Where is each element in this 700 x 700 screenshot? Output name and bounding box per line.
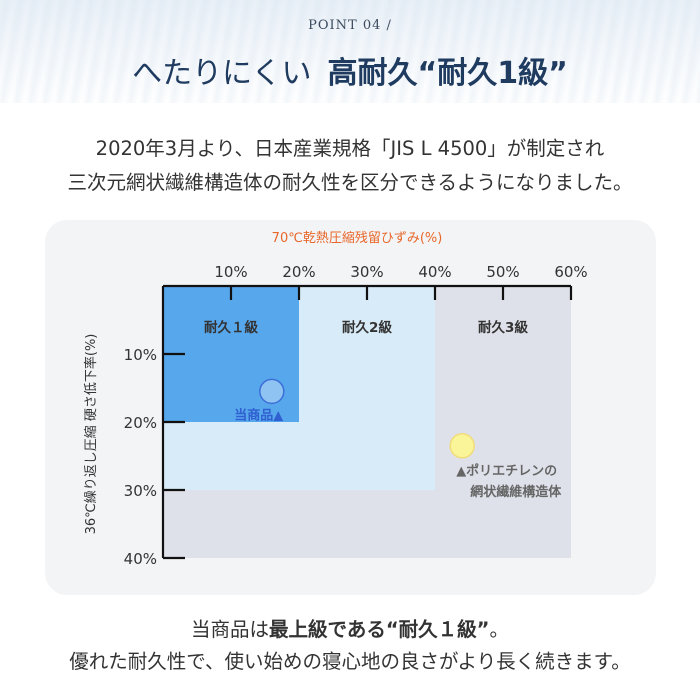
x-tick-label: 30% xyxy=(350,263,383,281)
point-label: 当商品▲ xyxy=(234,407,283,423)
grade-label: 耐久3級 xyxy=(478,319,528,336)
conclusion-line-2: 優れた耐久性で、使い始めの寝心地の良さがより長く続きます。 xyxy=(69,650,631,673)
conclusion-bold: 最上級である“耐久１級” xyxy=(269,618,490,641)
x-tick-label: 40% xyxy=(418,263,451,281)
y-tick-label: 30% xyxy=(124,482,157,500)
conclusion-line-1: 当商品は最上級である“耐久１級”。 xyxy=(0,614,700,646)
x-tick-label: 60% xyxy=(554,263,587,281)
intro-text: 2020年3月より、日本産業規格「JIS L 4500」が制定され 三次元網状繊… xyxy=(0,132,700,200)
header-banner: POINT 04 / へたりにくい 高耐久“耐久1級” xyxy=(0,0,700,103)
intro-line-2: 三次元網状繊維構造体の耐久性を区分できるようになりました。 xyxy=(67,171,633,194)
point-label: ▲ポリエチレンの xyxy=(456,463,557,479)
intro-line-1: 2020年3月より、日本産業規格「JIS L 4500」が制定され xyxy=(95,137,605,160)
data-point xyxy=(449,433,475,459)
x-tick-label: 20% xyxy=(282,263,315,281)
chart-labels: 耐久１級 耐久2級 耐久3級 70℃乾熱圧縮残留ひずみ(%) 36℃繰り返し圧縮 硬さ低… xyxy=(83,230,528,534)
grade-label: 耐久2級 xyxy=(342,319,392,336)
conclusion-post: 。 xyxy=(489,618,509,641)
data-point xyxy=(259,378,285,405)
conclusion-text: 当商品は最上級である“耐久１級”。 優れた耐久性で、使い始めの寝心地の良さがより… xyxy=(0,614,700,678)
x-axis-title: 70℃乾熱圧縮残留ひずみ(%) xyxy=(272,230,443,246)
y-tick-label: 40% xyxy=(124,550,157,568)
x-tick-label: 50% xyxy=(486,263,519,281)
conclusion-pre: 当商品は xyxy=(191,618,270,641)
y-tick-label: 10% xyxy=(124,346,157,364)
y-tick-label: 20% xyxy=(124,414,157,432)
chart-axes: 10% 20% 30% 40% 50% 60% 10% 20% 30% 40% xyxy=(124,263,588,568)
title-light: へたりにくい xyxy=(132,56,312,91)
grade-label: 耐久１級 xyxy=(204,319,258,336)
point-label: 網状繊維構造体 xyxy=(470,484,562,500)
header-stripes xyxy=(0,0,700,103)
point-label: POINT 04 / xyxy=(308,18,392,33)
y-axis-title: 36℃繰り返し圧縮 硬さ低下率(%) xyxy=(83,334,99,535)
title-bold: 高耐久“耐久1級” xyxy=(327,56,568,91)
x-tick-label: 10% xyxy=(214,263,247,281)
page-title: へたりにくい 高耐久“耐久1級” xyxy=(0,48,700,92)
